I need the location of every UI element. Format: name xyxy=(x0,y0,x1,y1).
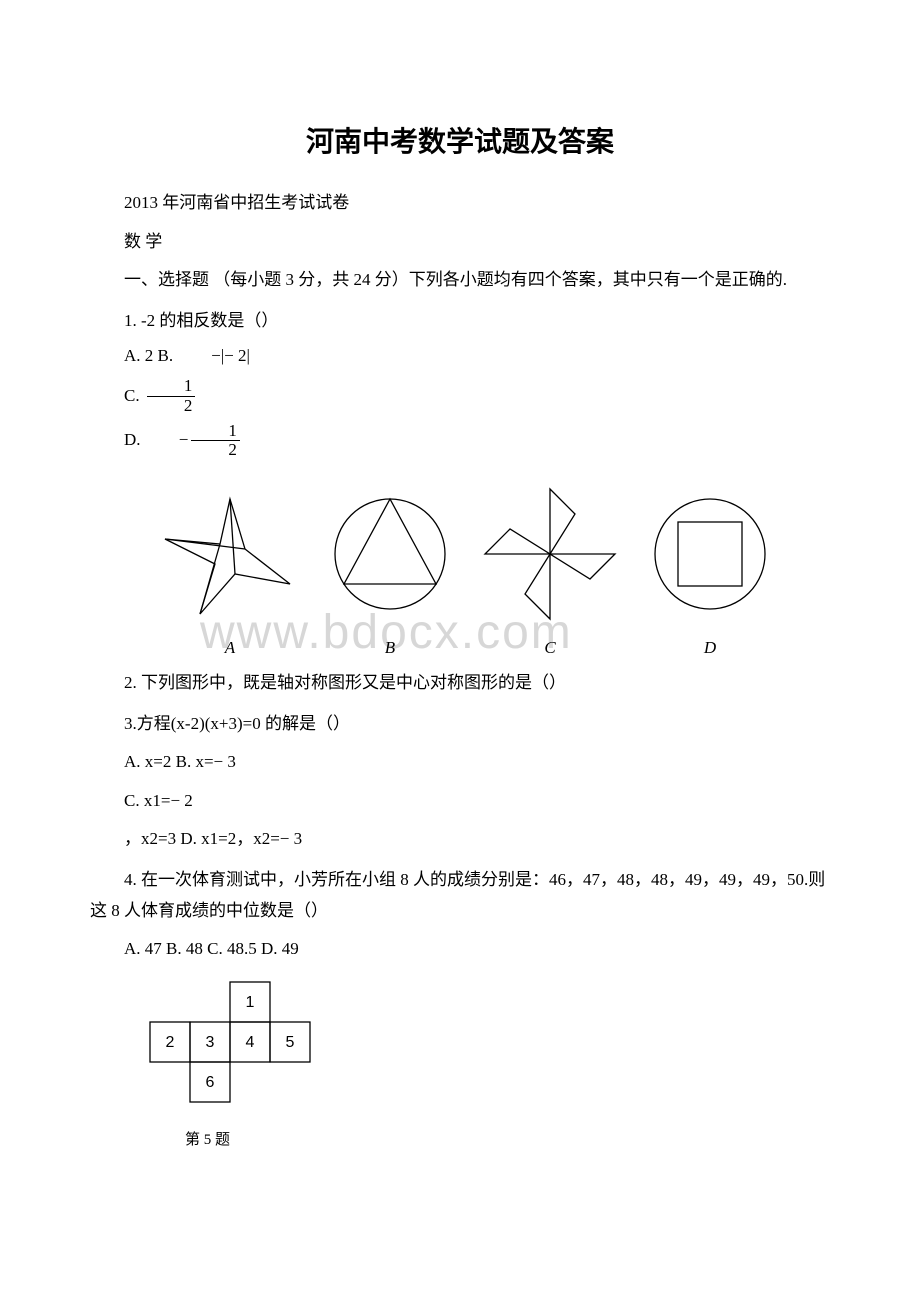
question-2-stem: 2. 下列图形中，既是轴对称图形又是中心对称图形的是（） xyxy=(90,668,830,699)
question-1-stem: 1. -2 的相反数是（） xyxy=(90,306,830,337)
subtitle-subject: 数 学 xyxy=(90,227,830,258)
question-3-stem: 3.方程(x-2)(x+3)=0 的解是（） xyxy=(90,709,830,740)
net-cell-5: 5 xyxy=(286,1034,295,1051)
q1-c-fraction: 1 2 xyxy=(147,377,196,415)
question-4-options: A. 47 B. 48 C. 48.5 D. 49 xyxy=(90,934,830,965)
q1-c-den: 2 xyxy=(147,397,196,416)
question-1-option-c: C. 1 2 xyxy=(90,377,830,415)
q3-c-text: C. x1= xyxy=(124,791,170,810)
q1-c-num: 1 xyxy=(147,377,196,397)
q3-d-text: ，x2=3 D. x1=2，x2= xyxy=(124,829,280,848)
shape-label-b: B xyxy=(310,638,470,658)
q5-caption: 第 5 题 xyxy=(185,1128,830,1149)
question-3-option-d: ，x2=3 D. x1=2，x2=− 3 xyxy=(90,824,830,855)
q1-d-neg: − 1 2 xyxy=(145,422,243,460)
q1-ab-label: A. 2 B. xyxy=(90,342,173,371)
net-cell-1: 1 xyxy=(246,994,255,1011)
subtitle-year: 2013 年河南省中招生考试试卷 xyxy=(90,188,830,219)
shape-label-c: C xyxy=(470,638,630,658)
shapes-figure xyxy=(150,474,790,634)
q1-d-den: 2 xyxy=(191,441,240,460)
question-4-stem: 4. 在一次体育测试中，小芳所在小组 8 人的成绩分别是：46，47，48，48… xyxy=(90,865,830,926)
net-cell-3: 3 xyxy=(206,1034,215,1051)
q1-d-num: 1 xyxy=(191,422,240,442)
question-1-option-d: D. − 1 2 xyxy=(90,422,830,460)
net-cell-2: 2 xyxy=(166,1034,175,1051)
q3-ab-text: A. x=2 B. x= xyxy=(124,752,214,771)
page-title: 河南中考数学试题及答案 xyxy=(90,120,830,160)
shape-label-d: D xyxy=(630,638,790,658)
q3-b-tail: − 3 xyxy=(214,752,236,771)
question-3-option-c: C. x1=− 2 xyxy=(90,786,830,817)
shape-labels-row: A B C D xyxy=(150,638,790,658)
q1-d-label: D. xyxy=(90,426,145,455)
q3-c-tail: − 2 xyxy=(170,791,192,810)
q5-net-figure: 1 2 3 4 5 6 xyxy=(140,977,830,1122)
q1-d-fraction: 1 2 xyxy=(191,422,240,460)
q1-c-label: C. xyxy=(90,382,144,411)
question-1-option-ab: A. 2 B. −|− 2| xyxy=(90,342,830,371)
section-heading: 一、选择题 （每小题 3 分，共 24 分）下列各小题均有四个答案，其中只有一个… xyxy=(90,265,830,296)
question-3-option-ab: A. x=2 B. x=− 3 xyxy=(90,747,830,778)
shape-label-a: A xyxy=(150,638,310,658)
q3-d-tail: − 3 xyxy=(280,829,302,848)
net-cell-4: 4 xyxy=(246,1034,255,1051)
q1-b-expr: −|− 2| xyxy=(177,342,250,371)
net-cell-6: 6 xyxy=(206,1074,215,1091)
